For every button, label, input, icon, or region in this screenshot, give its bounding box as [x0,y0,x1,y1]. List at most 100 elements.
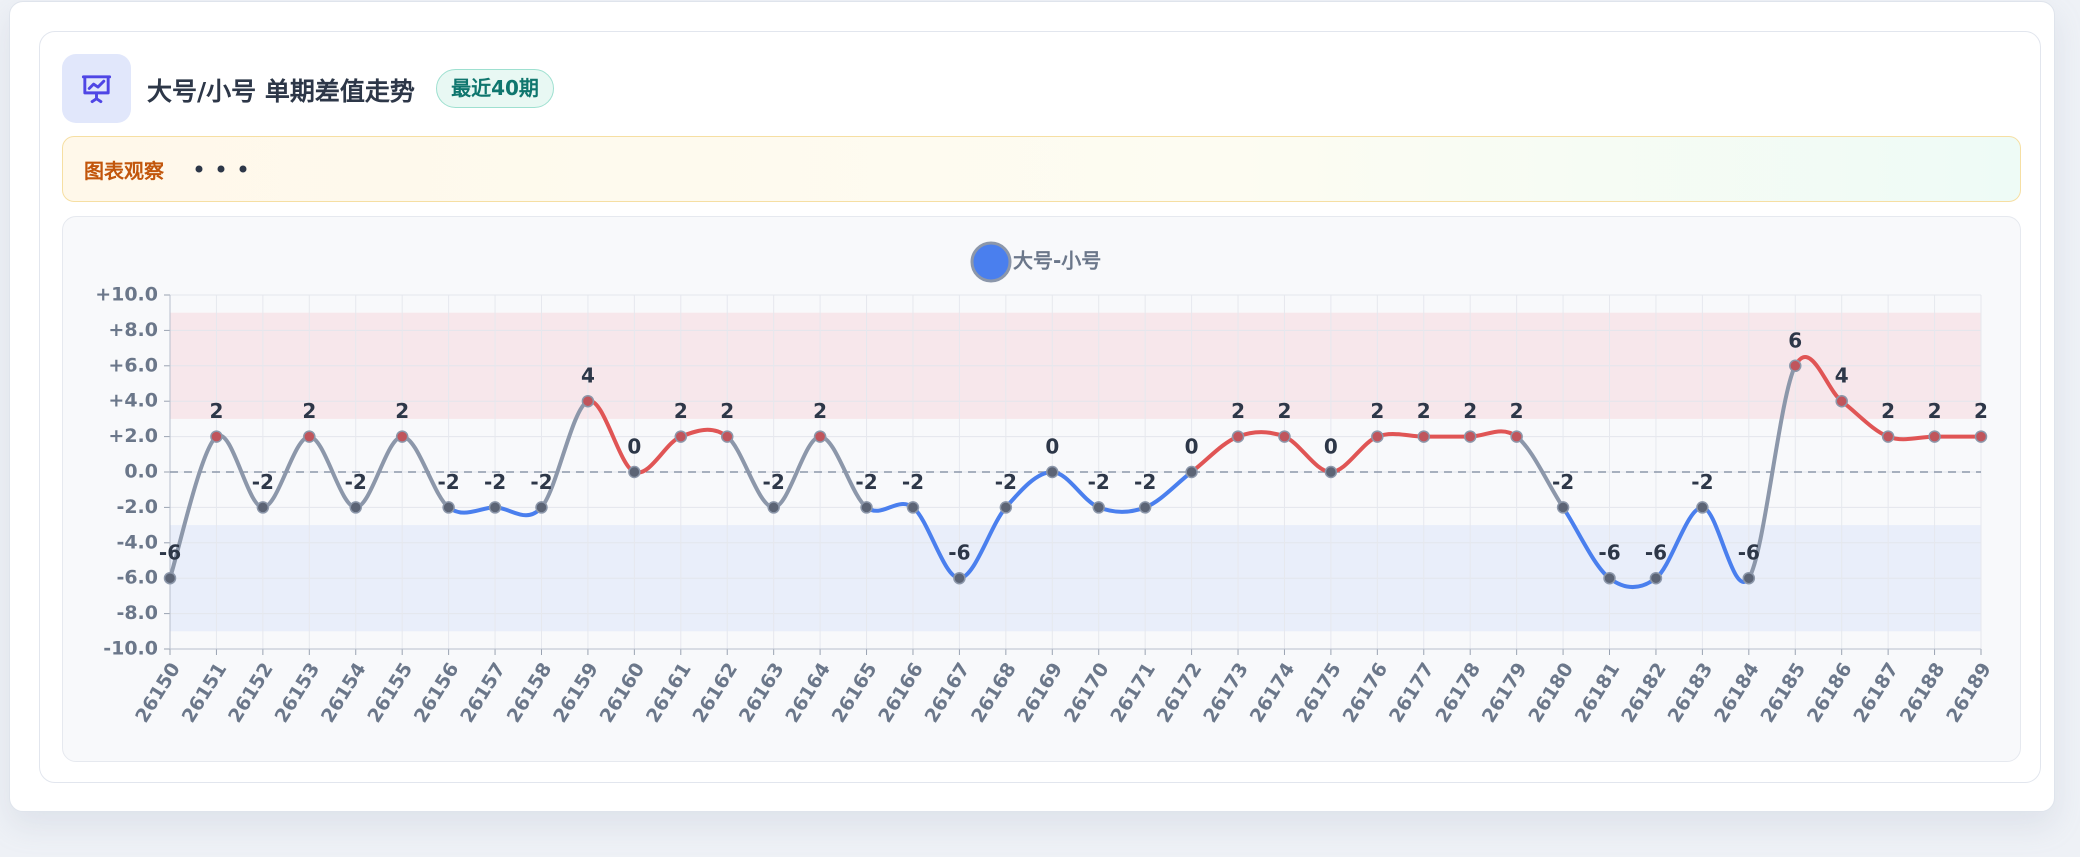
line-segment [1886,434,1937,442]
point [1928,430,1941,443]
data-label: 2 [1417,399,1431,423]
y-tick-label: 0.0 [124,461,158,483]
data-label: -6 [1645,541,1667,565]
x-tick-label: 26184 [1710,659,1764,727]
x-tick-label: 26173 [1199,659,1253,727]
point [1556,501,1570,514]
line-segment [168,434,219,581]
data-label: -2 [252,470,274,494]
point [1324,465,1338,479]
data-label: -2 [1552,470,1574,494]
data-label: 0 [1185,435,1199,459]
x-tick-label: 26187 [1849,659,1903,727]
point [256,501,270,514]
line-segment [1514,434,1566,510]
point [1835,394,1848,408]
data-label: 2 [1278,399,1292,423]
x-tick-label: 26150 [131,659,185,727]
data-label: 0 [1045,435,1059,459]
point [303,430,316,443]
point [210,430,223,443]
legend-label: 大号-小号 [1013,249,1101,273]
data-label: 2 [1881,399,1895,423]
point [813,430,827,443]
data-label: 6 [1788,328,1802,352]
point [1278,430,1291,443]
data-label: -2 [995,470,1017,494]
x-tick-label: 26161 [642,659,696,727]
line-segment [1468,429,1519,439]
x-tick-label: 26165 [828,659,882,727]
x-tick-label: 26170 [1060,659,1114,727]
data-label: -2 [855,470,877,494]
line-segment [1793,355,1844,404]
x-tick-label: 26157 [456,659,510,727]
x-tick-label: 26178 [1431,659,1485,727]
point [395,430,409,443]
x-tick-label: 26160 [596,659,650,727]
data-label: 2 [1928,399,1942,423]
point [1046,465,1059,479]
x-tick-label: 26181 [1571,659,1625,727]
y-tick-label: +2.0 [108,425,158,447]
data-label: 2 [674,399,688,423]
data-label: 0 [1324,435,1338,459]
x-tick-label: 26155 [363,659,417,727]
chart-icon [62,54,131,123]
point [674,430,688,443]
data-label: 2 [1974,399,1988,423]
point [349,501,362,514]
line-segment [1561,505,1612,581]
point [1510,430,1523,443]
data-label: 2 [720,399,734,423]
x-tick-label: 26175 [1292,659,1346,727]
point [163,571,177,585]
legend-marker [970,241,1012,283]
data-label: 2 [1463,399,1477,423]
data-label: -2 [484,470,506,494]
y-tick-label: +6.0 [108,354,158,376]
x-tick-label: 26166 [874,659,928,727]
x-tick-label: 26186 [1803,659,1857,727]
x-tick-label: 26151 [178,659,232,727]
point [860,501,873,514]
point [1231,430,1245,443]
data-label: -2 [902,470,924,494]
x-tick-label: 26162 [688,659,742,727]
chart-panel: +10.0 +8.0 +6.0 +4.0 +2.0 0.0 -2.0 -4.0 -6.0 -8.0… [62,216,2021,762]
data-label: -6 [1598,541,1620,565]
point [1371,430,1384,443]
chart-card: 大号/小号 单期差值走势 最近40期 图表观察 +10.0 +8.0 +6.0 +4.… [39,31,2041,783]
x-tick-label: 26176 [1339,659,1393,727]
x-tick-label: 26163 [735,659,789,727]
point [906,501,920,514]
y-tick-label: -10.0 [103,638,158,660]
point [1185,465,1198,479]
point [1092,501,1105,514]
data-label: 2 [395,399,409,423]
point [488,501,502,514]
data-label: -2 [763,470,785,494]
x-tick-label: 26168 [967,659,1021,727]
point [535,501,548,514]
point [628,465,641,479]
x-tick-label: 26174 [1246,659,1300,727]
loading-dots [195,165,247,173]
y-tick-label: -8.0 [116,602,158,624]
point [1742,571,1756,585]
point [1789,359,1802,373]
data-label: 2 [209,399,223,423]
banner-label: 图表观察 [84,159,164,183]
point [1974,430,1988,443]
x-tick-label: 26171 [1106,659,1160,727]
line-segment [1746,363,1798,581]
point [581,394,595,408]
point [1696,501,1709,514]
data-label: 2 [813,399,827,423]
x-tick-label: 26152 [224,659,278,727]
line-segment [1328,434,1380,474]
badge: 最近40期 [436,69,554,108]
x-tick-label: 26189 [1942,659,1996,727]
x-tick-label: 26158 [503,659,557,727]
